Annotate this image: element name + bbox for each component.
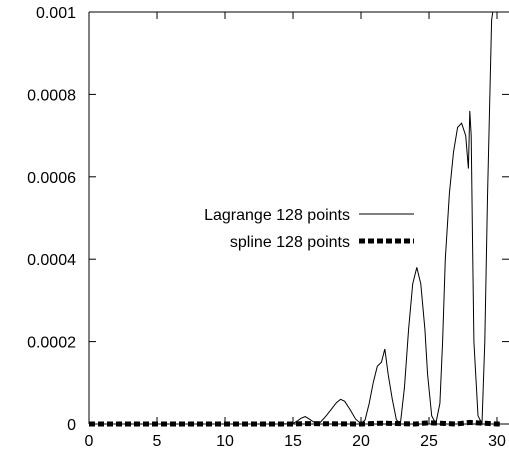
x-ticks: 0 5 10 15 20 25 30 bbox=[85, 12, 506, 450]
series-layer bbox=[89, 12, 503, 427]
legend-label-1: spline 128 points bbox=[230, 234, 350, 251]
x-tick-label-4: 20 bbox=[352, 433, 370, 450]
series-line-0 bbox=[89, 12, 494, 426]
x-tick-label-5: 25 bbox=[420, 433, 438, 450]
y-tick-label-5: 0.001 bbox=[36, 5, 76, 22]
y-tick-label-1: 0.0002 bbox=[27, 335, 76, 352]
series-line-1 bbox=[89, 419, 503, 427]
x-tick-label-1: 5 bbox=[153, 433, 162, 450]
x-tick-label-6: 30 bbox=[488, 433, 506, 450]
y-ticks: 0 0.0002 0.0004 0.0006 0.0008 0.001 bbox=[27, 5, 509, 434]
x-tick-label-3: 15 bbox=[284, 433, 302, 450]
x-tick-label-2: 10 bbox=[216, 433, 234, 450]
y-tick-label-3: 0.0006 bbox=[27, 170, 76, 187]
x-tick-label-0: 0 bbox=[85, 433, 94, 450]
y-tick-label-4: 0.0008 bbox=[27, 87, 76, 104]
legend-label-0: Lagrange 128 points bbox=[204, 207, 350, 224]
legend: Lagrange 128 points spline 128 points bbox=[204, 207, 414, 251]
y-tick-label-2: 0.0004 bbox=[27, 252, 76, 269]
y-tick-label-0: 0 bbox=[67, 417, 76, 434]
